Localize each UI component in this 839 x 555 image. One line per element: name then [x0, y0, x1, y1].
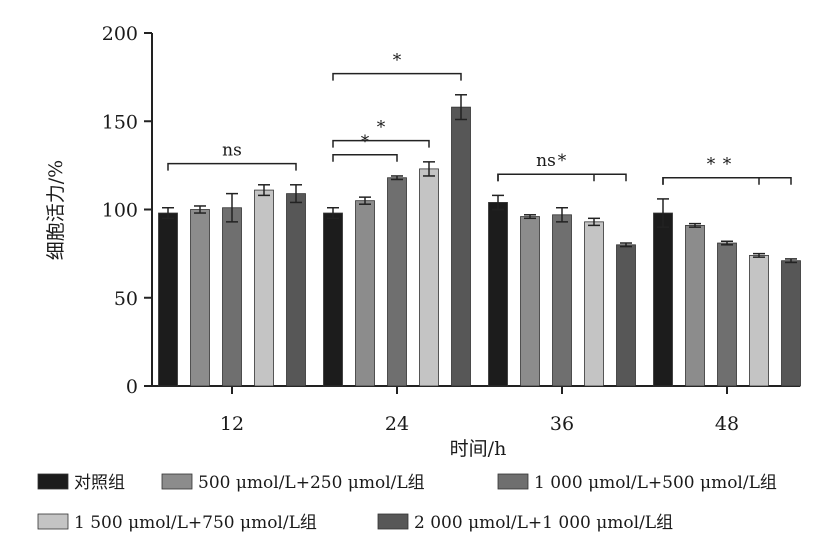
- y-tick-label: 200: [102, 23, 138, 45]
- significance-bracket: [332, 154, 398, 162]
- bar: [488, 202, 508, 387]
- bar: [717, 242, 737, 387]
- legend-swatch: [497, 473, 529, 490]
- legend-label: 2 000 μmol/L+1 000 μmol/L组: [414, 513, 673, 533]
- y-tick-label: 0: [126, 376, 138, 398]
- bar: [158, 212, 178, 387]
- legend-label: 1 500 μmol/L+750 μmol/L组: [74, 513, 317, 533]
- bar: [653, 212, 673, 387]
- bar: [584, 221, 604, 387]
- bar: [323, 212, 343, 387]
- significance-bracket: [662, 176, 792, 185]
- legend-swatch: [37, 513, 69, 530]
- y-axis-title: 细胞活力/%: [45, 160, 67, 260]
- significance-bracket: [497, 173, 595, 182]
- legend-label: 对照组: [74, 473, 125, 493]
- x-axis-title: 时间/h: [450, 438, 507, 460]
- y-tick-label: 50: [114, 288, 138, 310]
- significance-label: *: [723, 155, 732, 175]
- significance-label: *: [707, 155, 716, 175]
- legend-swatch: [161, 473, 193, 490]
- bar: [419, 168, 439, 387]
- legend-swatch: [377, 513, 409, 530]
- x-tick-label: 12: [220, 413, 244, 435]
- significance-label: *: [558, 151, 567, 171]
- significance-label: ns: [536, 151, 556, 171]
- bar: [451, 106, 471, 387]
- bar: [355, 200, 375, 387]
- bar: [781, 260, 801, 387]
- significance-bracket: [662, 176, 760, 185]
- legend-label: 1 000 μmol/L+500 μmol/L组: [534, 473, 777, 493]
- bar: [190, 209, 210, 387]
- bar: [749, 254, 769, 387]
- legend-label: 500 μmol/L+250 μmol/L组: [198, 473, 425, 493]
- x-tick-label: 36: [550, 413, 574, 435]
- significance-label: *: [393, 51, 402, 71]
- bar: [286, 193, 306, 387]
- legend-swatch: [37, 473, 69, 490]
- y-tick-label: 150: [102, 111, 138, 133]
- significance-bracket: [332, 139, 430, 148]
- significance-label: *: [377, 118, 386, 138]
- x-tick-label: 24: [385, 413, 409, 435]
- y-tick-label: 100: [102, 200, 138, 222]
- significance-bracket: [497, 173, 627, 182]
- significance-label: ns: [222, 141, 242, 161]
- x-tick-label: 48: [715, 413, 739, 435]
- bar: [222, 207, 242, 387]
- bar: [685, 224, 705, 387]
- bar: [552, 214, 572, 387]
- bar: [254, 189, 274, 387]
- bar: [520, 216, 540, 387]
- significance-bracket: [332, 72, 462, 81]
- bar: [387, 177, 407, 387]
- bar: [616, 244, 636, 387]
- significance-label: *: [361, 132, 370, 152]
- significance-bracket: [167, 162, 297, 171]
